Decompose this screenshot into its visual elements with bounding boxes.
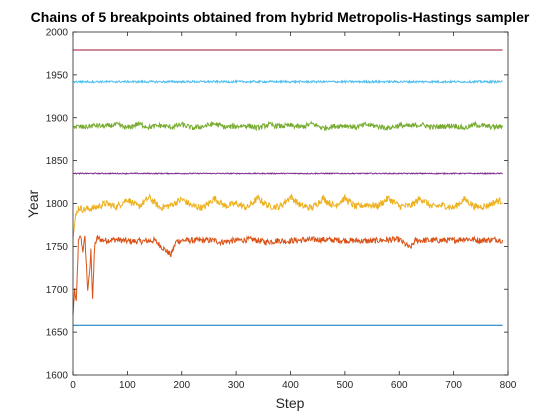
y-tick-label: 1900 xyxy=(46,113,69,124)
y-tick-label: 1700 xyxy=(46,285,69,296)
y-tick-label: 1950 xyxy=(46,70,69,81)
y-tick-label: 1850 xyxy=(46,156,69,167)
x-tick-label: 300 xyxy=(228,380,245,391)
x-tick-label: 400 xyxy=(282,380,299,391)
y-tick-label: 2000 xyxy=(46,28,69,39)
y-tick-label: 1750 xyxy=(46,242,69,253)
x-tick-label: 0 xyxy=(70,380,76,391)
x-tick-label: 100 xyxy=(119,380,136,391)
x-axis-title: Step xyxy=(276,395,305,411)
x-tick-label: 800 xyxy=(500,380,517,391)
x-tick-label: 700 xyxy=(445,380,462,391)
x-tick-label: 600 xyxy=(391,380,408,391)
chart-title: Chains of 5 breakpoints obtained from hy… xyxy=(31,9,530,25)
y-tick-label: 1600 xyxy=(46,371,69,382)
y-tick-label: 1650 xyxy=(46,328,69,339)
x-tick-label: 200 xyxy=(173,380,190,391)
y-tick-label: 1800 xyxy=(46,199,69,210)
y-axis-title: Year xyxy=(25,190,41,219)
x-tick-label: 500 xyxy=(337,380,354,391)
